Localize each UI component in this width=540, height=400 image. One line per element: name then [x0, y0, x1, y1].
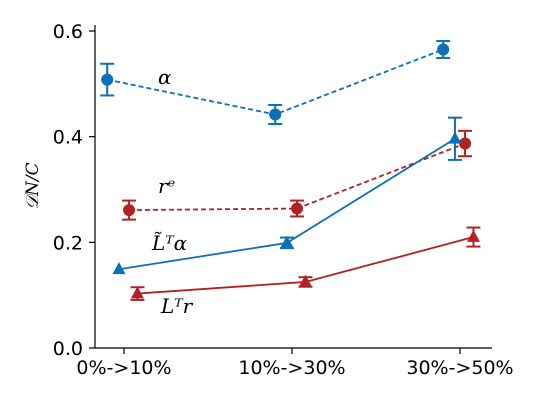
plot-area: [100, 40, 481, 301]
data-point: [459, 137, 472, 150]
data-point: [298, 274, 312, 287]
series-label: rᵉ: [158, 174, 175, 198]
data-point: [466, 229, 480, 242]
data-point: [269, 108, 282, 121]
series-labels: α rᵉ L̃ᵀα Lᵀr: [151, 65, 194, 318]
axes: [94, 25, 492, 349]
x-tick-label: 0%->10%: [76, 357, 171, 379]
data-point: [130, 286, 144, 299]
x-tick-label: 30%->50%: [406, 357, 513, 379]
data-point: [123, 204, 136, 217]
data-point: [101, 73, 114, 86]
y-tick-label: 0.0: [53, 338, 83, 360]
data-point: [280, 235, 294, 248]
series-label: L̃ᵀα: [151, 231, 188, 255]
x-tick-label: 10%->30%: [238, 357, 345, 379]
y-tick-label: 0.4: [53, 127, 83, 149]
data-point: [448, 131, 462, 144]
y-axis-label: 𝒟N/C: [23, 162, 43, 209]
data-point: [112, 262, 126, 275]
data-point: [291, 202, 304, 215]
y-tick-label: 0.6: [53, 21, 83, 43]
series-label: α: [158, 65, 172, 89]
y-ticks: 0.0 0.2 0.4 0.6: [53, 21, 95, 360]
series-label: Lᵀr: [160, 294, 194, 318]
data-point: [437, 43, 450, 56]
x-ticks: 0%->10% 10%->30% 30%->50%: [76, 348, 514, 379]
y-tick-label: 0.2: [53, 232, 83, 254]
